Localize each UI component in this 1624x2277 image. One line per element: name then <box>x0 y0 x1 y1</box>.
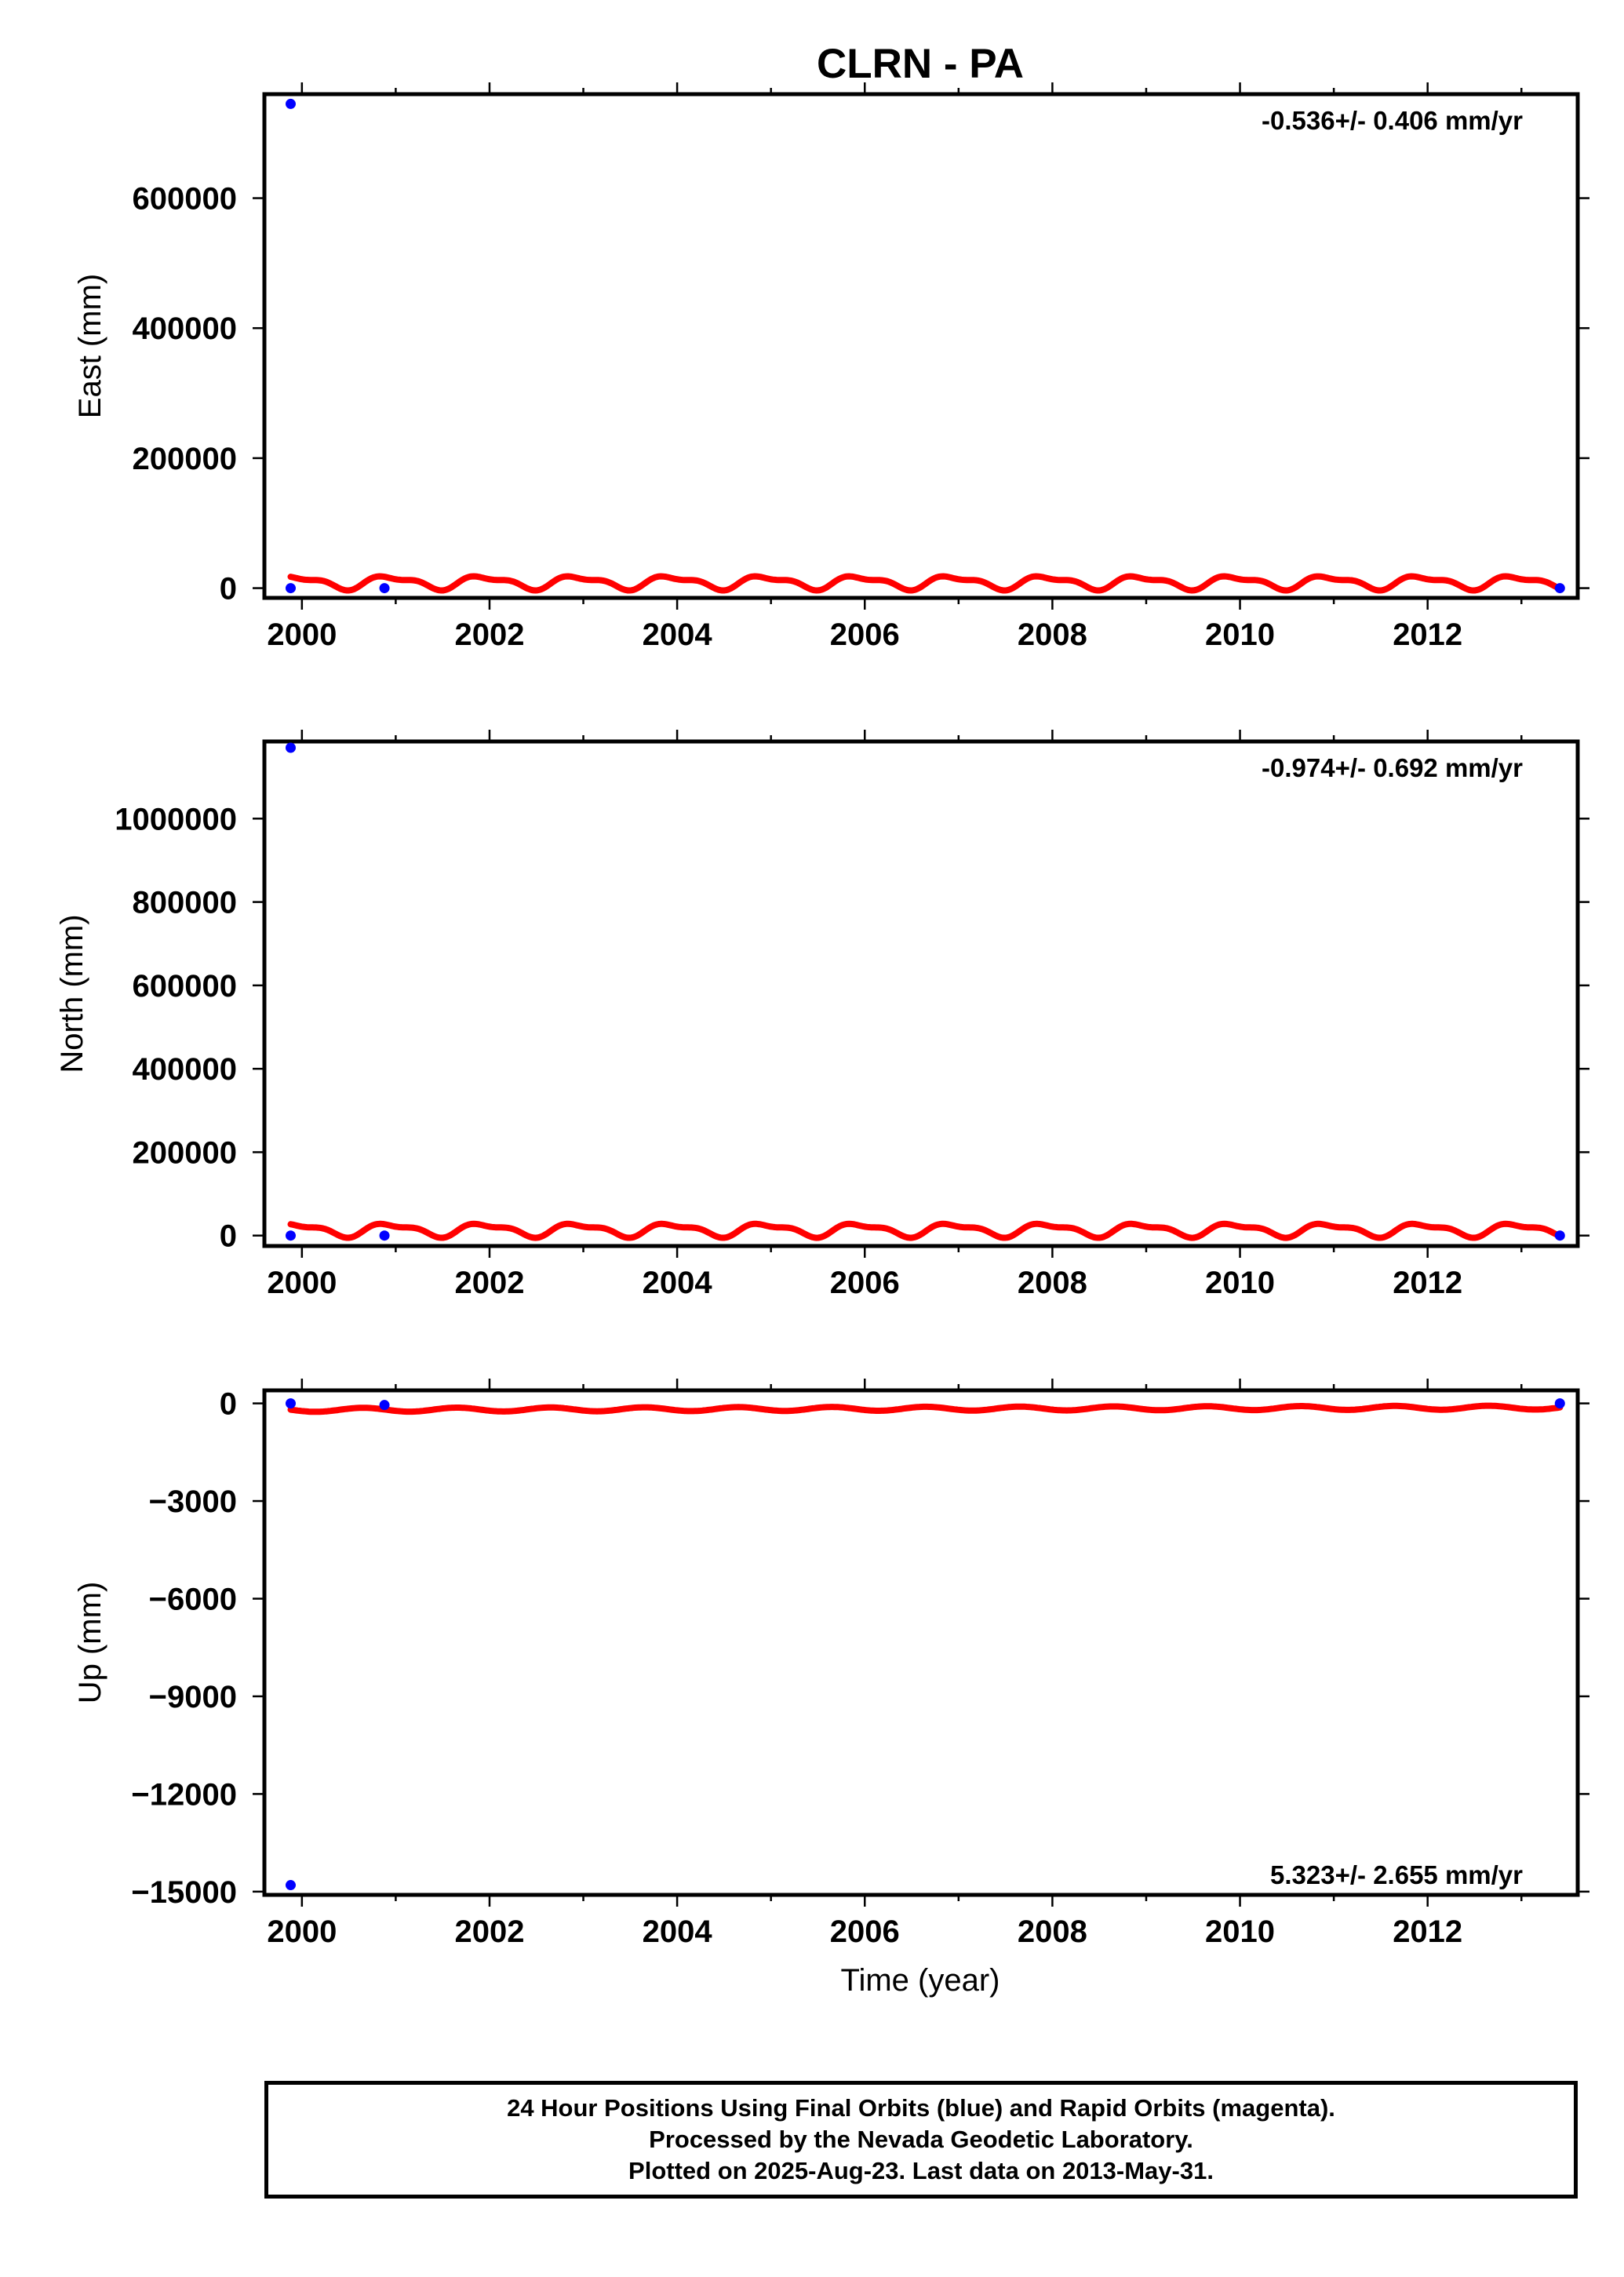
y-tick-label-north-4: 800000 <box>133 886 237 920</box>
x-tick-label-east-2010: 2010 <box>1205 618 1275 652</box>
y-tick-label-up-3: −9000 <box>149 1680 237 1714</box>
x-tick-label-north-2006: 2006 <box>830 1266 900 1300</box>
y-tick-label-up-0: 0 <box>220 1387 237 1422</box>
data-point-east-2 <box>379 583 390 594</box>
y-tick-label-north-3: 600000 <box>133 969 237 1004</box>
x-tick-label-east-2000: 2000 <box>267 618 337 652</box>
fit-line-up <box>287 1402 1564 1415</box>
x-tick-label-up-2010: 2010 <box>1205 1915 1275 1949</box>
fit-line-east <box>287 573 1564 594</box>
x-tick-label-east-2012: 2012 <box>1393 618 1462 652</box>
x-tick-label-north-2008: 2008 <box>1018 1266 1087 1300</box>
y-tick-label-up-2: −6000 <box>149 1582 237 1616</box>
data-point-east-0 <box>285 98 296 109</box>
y-tick-label-up-1: −3000 <box>149 1485 237 1519</box>
x-tick-label-north-2002: 2002 <box>454 1266 524 1300</box>
y-axis-label-north: North (mm) <box>55 914 89 1073</box>
x-tick-label-north-2004: 2004 <box>643 1266 713 1300</box>
y-tick-label-north-1: 200000 <box>133 1135 237 1170</box>
footer-box: 24 Hour Positions Using Final Orbits (bl… <box>264 2081 1578 2199</box>
rate-label-east: -0.536+/- 0.406 mm/yr <box>1262 106 1523 135</box>
y-tick-label-east-3: 600000 <box>133 182 237 217</box>
data-point-north-3 <box>1554 1230 1565 1241</box>
data-point-north-2 <box>379 1230 390 1241</box>
data-point-east-3 <box>1554 583 1565 594</box>
y-axis-label-up: Up (mm) <box>73 1582 107 1704</box>
x-tick-label-east-2002: 2002 <box>454 618 524 652</box>
data-point-up-1 <box>285 1880 296 1891</box>
y-tick-label-east-0: 0 <box>220 572 237 607</box>
data-point-up-2 <box>379 1400 390 1411</box>
panel-north: 2000 2002 2004 2006 2008 2010 2012 0 200000 40000… <box>55 730 1589 1300</box>
x-tick-label-east-2008: 2008 <box>1018 618 1087 652</box>
plot-frame-up <box>262 1388 1580 1897</box>
y-tick-label-north-0: 0 <box>220 1219 237 1254</box>
y-tick-label-east-2: 400000 <box>133 311 237 346</box>
footer-line-2: Processed by the Nevada Geodetic Laborat… <box>649 2126 1193 2153</box>
x-tick-label-north-2010: 2010 <box>1205 1266 1275 1300</box>
y-tick-label-up-5: −15000 <box>131 1875 237 1910</box>
y-tick-label-north-2: 400000 <box>133 1052 237 1087</box>
panel-up: 2000 2002 2004 2006 2008 2010 2012 0 −3000 −6000 −… <box>73 1379 1589 1949</box>
data-point-north-0 <box>285 742 296 753</box>
footer-line-1: 24 Hour Positions Using Final Orbits (bl… <box>507 2094 1335 2122</box>
x-tick-label-up-2008: 2008 <box>1018 1915 1087 1949</box>
y-tick-label-east-1: 200000 <box>133 442 237 476</box>
data-point-east-1 <box>285 583 296 594</box>
x-tick-label-east-2004: 2004 <box>643 618 713 652</box>
rate-label-up: 5.323+/- 2.655 mm/yr <box>1270 1860 1523 1889</box>
x-axis-label: Time (year) <box>841 1963 1000 1998</box>
data-point-north-1 <box>285 1230 296 1241</box>
y-axis-label-east: East (mm) <box>73 274 107 418</box>
rate-label-north: -0.974+/- 0.692 mm/yr <box>1262 753 1523 782</box>
panel-east: 2000 2002 2004 2006 2008 2010 2012 0 200000 40000… <box>73 82 1589 652</box>
y-tick-label-up-4: −12000 <box>131 1777 237 1812</box>
x-tick-label-up-2000: 2000 <box>267 1915 337 1949</box>
x-tick-label-up-2012: 2012 <box>1393 1915 1462 1949</box>
x-tick-label-north-2012: 2012 <box>1393 1266 1462 1300</box>
x-tick-label-north-2000: 2000 <box>267 1266 337 1300</box>
x-tick-label-up-2006: 2006 <box>830 1915 900 1949</box>
data-point-up-3 <box>1554 1398 1565 1409</box>
data-point-up-0 <box>285 1398 296 1409</box>
plot-frame-east <box>262 92 1580 600</box>
footer-line-3: Plotted on 2025-Aug-23. Last data on 201… <box>628 2157 1214 2184</box>
chart-title: CLRN - PA <box>817 41 1024 87</box>
y-tick-label-north-5: 1000000 <box>115 802 237 836</box>
plot-frame-north <box>262 739 1580 1248</box>
x-tick-label-up-2004: 2004 <box>643 1915 713 1949</box>
x-tick-label-up-2002: 2002 <box>454 1915 524 1949</box>
x-tick-label-east-2006: 2006 <box>830 618 900 652</box>
fit-line-north <box>287 1220 1564 1241</box>
